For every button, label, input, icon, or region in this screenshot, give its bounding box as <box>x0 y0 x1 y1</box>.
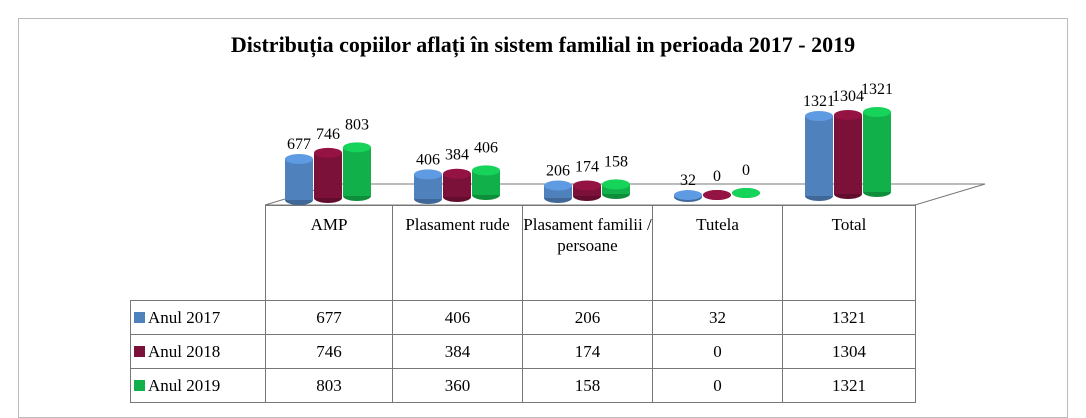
table-cell: 174 <box>522 334 653 369</box>
legend-label: Anul 2017 <box>148 307 221 327</box>
header-row: AMP Plasament rude Plasament familii / per… <box>131 205 916 301</box>
data-label: 384 <box>445 147 469 164</box>
data-label: 1321 <box>861 81 893 98</box>
bar <box>314 147 342 203</box>
table-cell: 32 <box>652 300 783 335</box>
table-cell: 0 <box>652 334 783 369</box>
bar <box>834 110 862 199</box>
bar <box>732 188 760 198</box>
bar-top <box>863 107 891 117</box>
bar-top <box>285 154 313 165</box>
data-label: 174 <box>575 158 599 175</box>
bar <box>602 179 630 199</box>
legend-swatch <box>134 345 145 357</box>
legend-cell: Anul 2017 <box>130 300 266 335</box>
table-cell: 206 <box>522 300 653 335</box>
bar <box>544 180 572 203</box>
bar-top <box>343 142 371 153</box>
table-cell: 0 <box>652 368 783 403</box>
bar <box>703 190 731 200</box>
bar-body <box>573 185 601 196</box>
bar <box>863 107 891 197</box>
data-label: 158 <box>604 153 628 170</box>
data-label: 0 <box>742 162 750 179</box>
bar-top <box>573 180 601 191</box>
bar-top <box>544 180 572 191</box>
bar-top <box>314 147 342 158</box>
bar-top <box>414 169 442 180</box>
table-cell: 677 <box>265 300 393 335</box>
data-table: AMP Plasament rude Plasament familii / per… <box>130 205 916 403</box>
table-row: Anul 2019 803 360 158 0 1321 <box>130 368 916 403</box>
bar-top <box>834 110 862 121</box>
bar-body <box>443 173 471 197</box>
blank-cell <box>131 206 266 301</box>
table-cell: 1321 <box>782 368 916 403</box>
data-label: 0 <box>713 168 721 185</box>
bar <box>472 165 500 200</box>
legend-cell: Anul 2018 <box>130 334 266 369</box>
bar-body <box>314 152 342 198</box>
data-label: 677 <box>287 136 311 153</box>
legend-swatch <box>134 379 145 391</box>
legend-label: Anul 2018 <box>148 341 221 361</box>
bar-top <box>443 168 471 179</box>
data-label: 1304 <box>832 88 864 105</box>
legend-cell: Anul 2019 <box>130 368 266 403</box>
bar-body <box>343 147 371 196</box>
bar <box>674 190 702 202</box>
data-label: 746 <box>316 126 340 143</box>
table-cell: 158 <box>522 368 653 403</box>
bar-body <box>834 115 862 194</box>
table-cell: 406 <box>392 300 523 335</box>
data-label: 406 <box>474 139 498 156</box>
category-header: AMP <box>265 205 393 301</box>
data-label: 1321 <box>803 93 835 110</box>
table-cell: 803 <box>265 368 393 403</box>
legend-label: Anul 2019 <box>148 375 221 395</box>
bar-top <box>602 179 630 190</box>
table-row: Anul 2018 746 384 174 0 1304 <box>130 334 916 369</box>
bar <box>343 142 371 201</box>
legend-swatch <box>134 311 145 323</box>
category-header: Tutela <box>652 205 783 301</box>
bar-body <box>285 159 313 200</box>
data-label: 206 <box>546 163 570 180</box>
bar-top <box>805 111 833 121</box>
bar-body <box>863 112 891 192</box>
category-header: Plasament rude <box>392 205 523 301</box>
category-header: Plasament familii / persoane <box>522 205 653 301</box>
table-cell: 384 <box>392 334 523 369</box>
bar <box>414 169 442 204</box>
bar <box>573 180 601 201</box>
bar-body <box>805 116 833 196</box>
bar <box>805 111 833 201</box>
table-cell: 746 <box>265 334 393 369</box>
data-label: 32 <box>680 172 696 189</box>
bar-top <box>732 188 760 198</box>
table-cell: 1304 <box>782 334 916 369</box>
bar <box>285 154 313 205</box>
category-header: Total <box>782 205 916 301</box>
table-body: AMP Plasament rude Plasament familii / per… <box>130 205 916 403</box>
bar-top <box>674 190 702 201</box>
table-cell: 360 <box>392 368 523 403</box>
data-label: 406 <box>416 151 440 168</box>
bar <box>443 168 471 202</box>
table-row: Anul 2017 677 406 206 32 1321 <box>130 300 916 335</box>
chart-title: Distribuția copiilor aflați în sistem fa… <box>231 32 855 58</box>
bar-top <box>703 190 731 200</box>
bar-top <box>472 165 500 176</box>
data-label: 803 <box>345 116 369 133</box>
table-cell: 1321 <box>782 300 916 335</box>
